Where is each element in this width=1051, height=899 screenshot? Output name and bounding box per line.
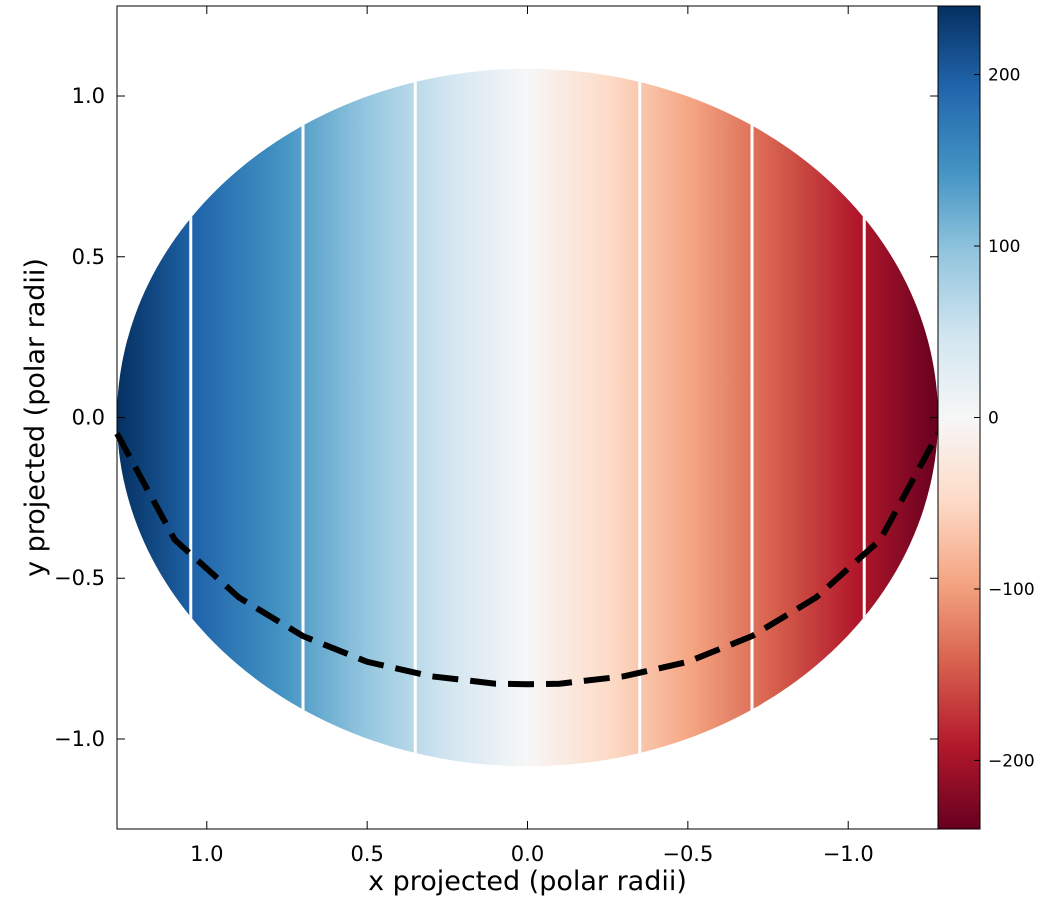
y-tick-label: 1.0 — [72, 84, 105, 108]
x-tick-label: 0.5 — [350, 842, 383, 866]
x-tick-label: −1.0 — [823, 842, 874, 866]
y-tick-label: −1.0 — [54, 727, 105, 751]
y-tick-label: 0.5 — [72, 245, 105, 269]
colorbar: 200 100 0 −100 −200 — [937, 5, 1035, 830]
velocity-disk — [117, 68, 938, 767]
colorbar-ticks: 200 100 0 −100 −200 — [974, 66, 1035, 771]
dashed-equator-curve — [114, 432, 941, 688]
colorbar-gradient — [938, 6, 980, 829]
y-axis-label: y projected (polar radii) — [20, 258, 51, 577]
colorbar-tick-label: 200 — [988, 66, 1020, 86]
colorbar-tick-label: −200 — [988, 751, 1035, 771]
x-axis-label: x projected (polar radii) — [368, 866, 687, 897]
y-axis-ticks: 1.0 0.5 0.0 −0.5 −1.0 — [54, 84, 938, 751]
x-tick-label: −0.5 — [662, 842, 713, 866]
y-tick-label: 0.0 — [72, 406, 105, 430]
colorbar-tick-label: 0 — [988, 409, 999, 429]
y-tick-label: −0.5 — [54, 566, 105, 590]
plot-area: 1.0 0.5 0.0 −0.5 −1.0 1.0 0.5 0.0 −0.5 −1.0 — [54, 5, 941, 866]
colorbar-tick-label: −100 — [988, 580, 1035, 600]
x-axis-ticks: 1.0 0.5 0.0 −0.5 −1.0 — [190, 6, 874, 866]
x-tick-label: 0.0 — [511, 842, 544, 866]
x-tick-label: 1.0 — [190, 842, 223, 866]
colorbar-tick-label: 100 — [988, 237, 1020, 257]
